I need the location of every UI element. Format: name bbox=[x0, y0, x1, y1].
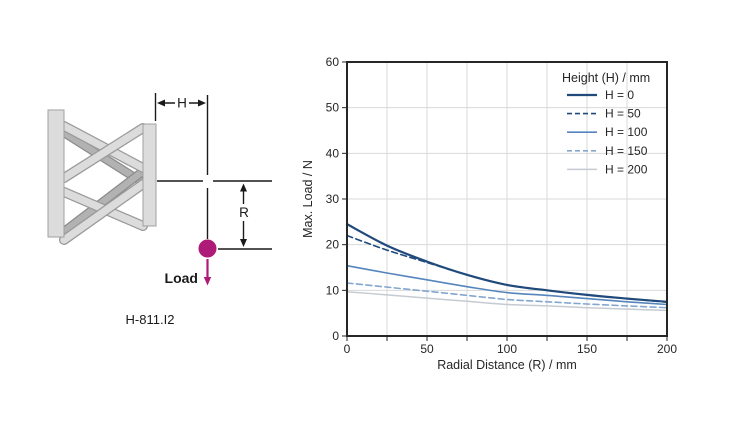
hexapod-platform-plate bbox=[142, 123, 157, 227]
y-tick-label: 20 bbox=[326, 238, 340, 252]
series-curve-h-150 bbox=[346, 282, 668, 309]
y-tick-label: 50 bbox=[326, 101, 340, 115]
legend-item-label: H = 100 bbox=[605, 125, 648, 139]
y-tick-label: 0 bbox=[332, 329, 339, 343]
y-tick-label: 40 bbox=[326, 146, 340, 160]
x-axis-title: Radial Distance (R) / mm bbox=[437, 358, 577, 372]
legend-item-label: H = 50 bbox=[605, 107, 641, 121]
product-label: H-811.I2 bbox=[126, 312, 175, 327]
x-tick-label: 150 bbox=[577, 342, 597, 356]
x-tick-label: 100 bbox=[497, 342, 517, 356]
dimension-r: R bbox=[236, 183, 252, 247]
hexapod-struts-front bbox=[59, 121, 148, 245]
series-curve-h-200 bbox=[346, 290, 668, 312]
load-arrow-head bbox=[203, 277, 212, 286]
dim-h-label: H bbox=[177, 96, 187, 111]
x-tick-label: 200 bbox=[657, 342, 677, 356]
y-tick-label: 10 bbox=[326, 283, 340, 297]
x-tick-label: 0 bbox=[344, 342, 351, 356]
dim-r-label: R bbox=[239, 205, 249, 220]
dimension-lines bbox=[154, 93, 272, 250]
dimension-h: H bbox=[157, 94, 206, 111]
load-indicator: Load bbox=[165, 239, 217, 286]
legend-item-label: H = 0 bbox=[605, 88, 634, 102]
legend-title: Height (H) / mm bbox=[562, 71, 650, 85]
legend-item-label: H = 200 bbox=[605, 162, 648, 176]
series-curve-h-50 bbox=[346, 234, 668, 303]
y-tick-label: 60 bbox=[326, 55, 340, 69]
hexapod-base-plate bbox=[47, 109, 65, 238]
legend-item-label: H = 150 bbox=[605, 144, 648, 158]
y-axis-title: Max. Load / N bbox=[301, 160, 315, 238]
x-tick-label: 50 bbox=[420, 342, 434, 356]
load-point bbox=[198, 239, 217, 258]
series-curve-h-100 bbox=[346, 264, 668, 306]
plot-border bbox=[346, 61, 668, 337]
y-tick-label: 30 bbox=[326, 192, 340, 206]
load-label: Load bbox=[165, 270, 198, 286]
